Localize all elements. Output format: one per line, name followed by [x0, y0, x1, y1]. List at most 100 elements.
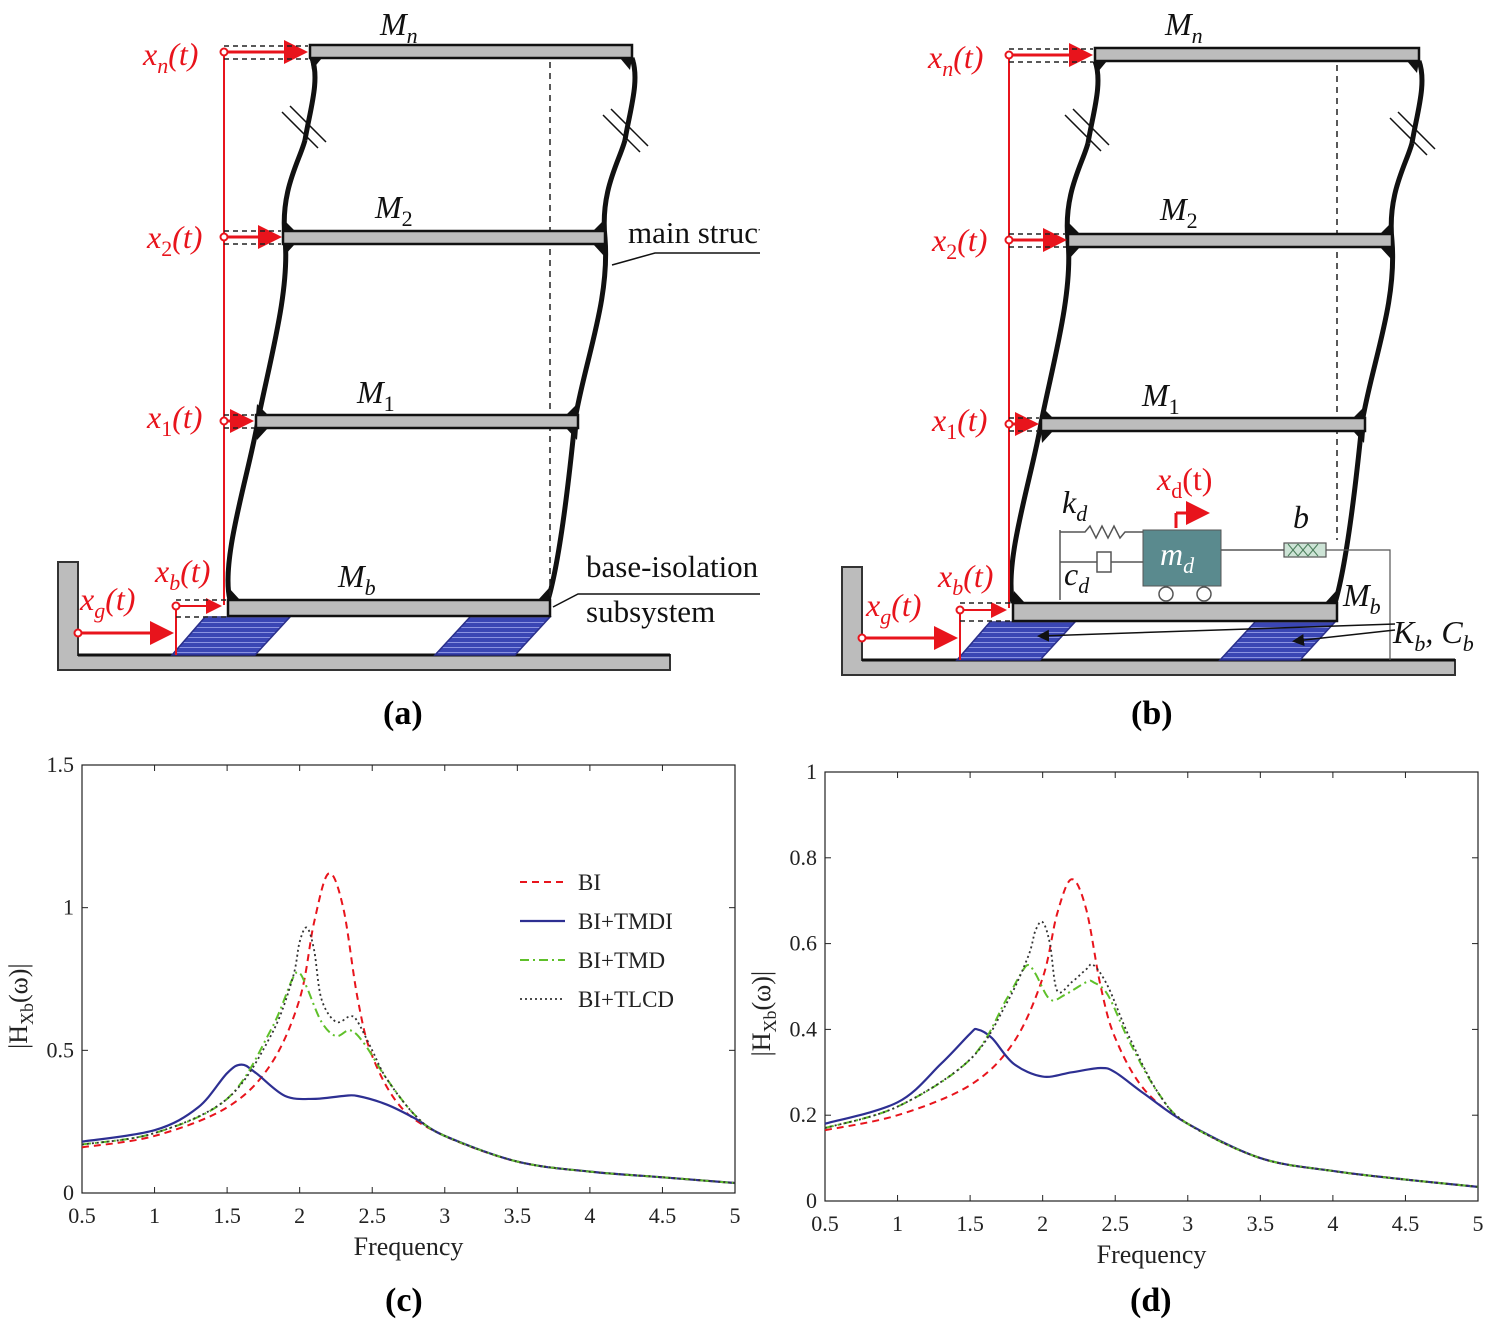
label-kd-sub: d [1076, 501, 1088, 526]
label-x2-b: x [931, 222, 946, 258]
callout-base-line2: subsystem [586, 594, 715, 629]
x-tick-label: 5 [1473, 1211, 1484, 1236]
legend-label: BI+TMD [578, 948, 665, 973]
series-line-bi-tmd [824, 964, 1479, 1188]
label-xn-a: x [142, 36, 157, 72]
column-right-a [545, 57, 638, 601]
svg-text:x1(t): x1(t) [931, 402, 987, 444]
label-m2-b: M [1159, 191, 1189, 227]
svg-text:xn(t): xn(t) [142, 36, 198, 78]
label-m2-a: M [374, 189, 404, 225]
label-xb-a: x [154, 553, 169, 589]
isolation-pad-left-b [955, 621, 1077, 661]
label-m1-sub-a: 1 [384, 391, 395, 416]
series-line-bi [81, 872, 736, 1185]
label-kb: K [1392, 614, 1416, 650]
label-xb-sub-b: b [952, 575, 963, 600]
label-mb-sub-a: b [365, 575, 376, 600]
break-mark-left-b [1064, 108, 1110, 152]
x-tick-label: 0.5 [68, 1203, 96, 1228]
tmd-mass [1142, 529, 1222, 587]
label-xn-arg-b: (t) [953, 39, 983, 75]
y-axis-label: |HXb(ω)| [4, 963, 37, 1049]
svg-text:x2(t): x2(t) [146, 219, 202, 261]
callout-base-leader [552, 593, 760, 608]
label-x1-arg-a: (t) [172, 399, 202, 435]
x-axis-label: Frequency [1097, 1240, 1207, 1269]
x-tick-label: 4 [1327, 1211, 1338, 1236]
svg-text:x1(t): x1(t) [146, 399, 202, 441]
tmd-assembly [1059, 501, 1391, 660]
label-cd: c [1064, 556, 1078, 592]
series-line-bi-tlcd [824, 920, 1479, 1188]
panel-label-c: (c) [385, 1282, 423, 1319]
x-tick-label: 2 [1037, 1211, 1048, 1236]
label-x2-sub-a: 2 [161, 236, 172, 261]
svg-text:M1: M1 [1141, 377, 1180, 419]
slab-m1-a [254, 413, 580, 430]
y-axis-label: |HXb(ω)| [747, 971, 780, 1057]
panel-label-b: (b) [1131, 695, 1173, 732]
legend-label: BI [578, 870, 601, 895]
x-tick-label: 0.5 [811, 1211, 839, 1236]
y-tick-label: 0 [63, 1180, 74, 1205]
y-tick-label: 0.2 [790, 1102, 818, 1127]
slab-mb-a [226, 598, 552, 618]
column-left-a [225, 57, 318, 601]
y-tick-label: 0.8 [790, 845, 818, 870]
label-xb-b: x [937, 558, 952, 594]
label-xg-sub-b: g [880, 604, 891, 629]
y-tick-label: 0.4 [790, 1016, 818, 1041]
break-mark-right-b [1389, 111, 1436, 156]
x-tick-label: 3.5 [504, 1203, 532, 1228]
series-line-bi-tmdi [824, 1027, 1479, 1188]
slab-mb-b [1011, 601, 1339, 623]
svg-text:xb(t): xb(t) [937, 558, 993, 600]
isolation-pad-right [433, 616, 552, 656]
break-mark-right-a [602, 108, 649, 153]
label-m2-sub-b: 2 [1187, 208, 1198, 233]
svg-text:cd: cd [1064, 556, 1090, 598]
legend-label: BI+TMDI [578, 909, 673, 934]
panel-a-diagram: Mn M2 M1 Mb xn(t) x2(t) x1(t) xb(t) xg(t… [57, 6, 760, 671]
column-right-b [1332, 60, 1425, 604]
y-tick-label: 1 [63, 895, 74, 920]
label-xd-sub: d [1171, 478, 1182, 503]
x-axis-label: Frequency [354, 1232, 464, 1261]
svg-text:Kb, Cb: Kb, Cb [1392, 614, 1474, 656]
x-tick-label: 4 [584, 1203, 595, 1228]
y-tick-label: 1 [806, 759, 817, 784]
x-tick-label: 1.5 [956, 1211, 984, 1236]
label-cd-sub: d [1078, 573, 1090, 598]
y-tick-label: 1.5 [47, 752, 75, 777]
damper-cd [1060, 551, 1143, 573]
isolation-pad-left [170, 616, 292, 656]
x-tick-label: 1.5 [213, 1203, 241, 1228]
chart-c: 0.5 1 1.5 2 2.5 3 3.5 4 4.5 500.511.5Frequency|HX… [4, 752, 741, 1261]
plot-frame [81, 764, 736, 1194]
x-tick-label: 4.5 [649, 1203, 677, 1228]
x-tick-label: 3.5 [1247, 1211, 1275, 1236]
y-tick-label: 0.6 [790, 931, 818, 956]
label-m1-b: M [1141, 377, 1171, 413]
svg-text:Mn: Mn [1164, 6, 1203, 48]
svg-text:xb(t): xb(t) [154, 553, 210, 595]
svg-text:xg(t): xg(t) [79, 581, 135, 623]
slab-mn-b [1093, 46, 1421, 63]
svg-text:md: md [1160, 536, 1195, 578]
x-tick-label: 3 [439, 1203, 450, 1228]
label-md: m [1160, 536, 1183, 572]
x-tick-label: 3 [1182, 1211, 1193, 1236]
svg-text:x2(t): x2(t) [931, 222, 987, 264]
label-x1-b: x [931, 402, 946, 438]
label-x2-a: x [146, 219, 161, 255]
label-x2-arg-b: (t) [957, 222, 987, 258]
label-mb-sub-b: b [1370, 594, 1381, 619]
svg-text:xd(t): xd(t) [1156, 461, 1212, 503]
x-tick-label: 2.5 [1101, 1211, 1129, 1236]
svg-text:Mb: Mb [337, 558, 376, 600]
x-tick-label: 2.5 [358, 1203, 386, 1228]
x-tick-label: 4.5 [1392, 1211, 1420, 1236]
series-line-bi-tlcd [81, 926, 736, 1184]
label-xb-sub-a: b [169, 570, 180, 595]
